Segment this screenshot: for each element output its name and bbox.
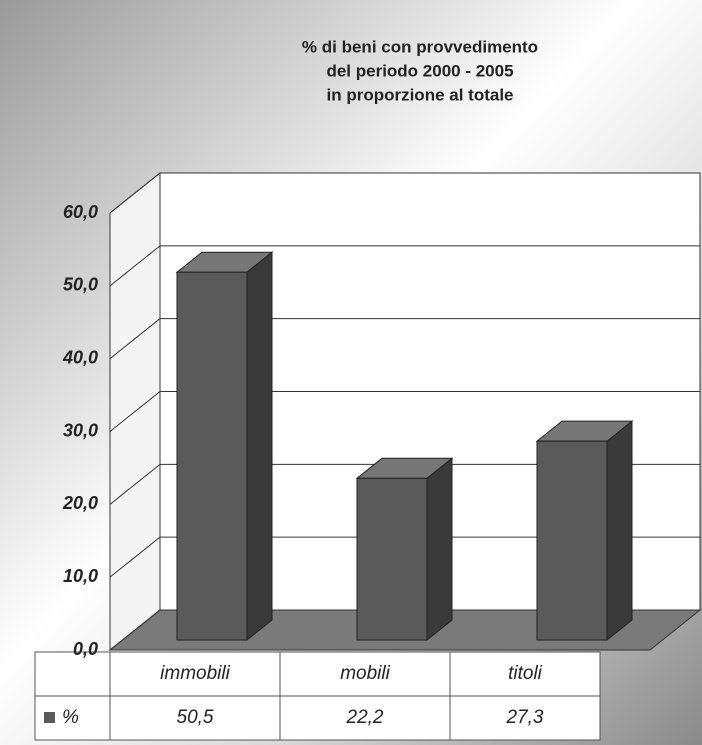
grid-line xyxy=(109,609,700,651)
chart-title: in proporzione al totale xyxy=(326,85,513,104)
bar xyxy=(356,477,428,641)
bar-side xyxy=(606,420,633,642)
x-tick-label: immobili xyxy=(160,663,230,684)
grid-line xyxy=(109,172,700,214)
x-tick-label: mobili xyxy=(340,663,390,684)
bar xyxy=(176,271,248,641)
y-tick-label: 40,0 xyxy=(62,347,98,367)
chart-title: % di beni con provvedimento xyxy=(302,37,538,56)
legend-swatch xyxy=(44,712,55,723)
grid-line xyxy=(109,245,700,287)
grid-line xyxy=(109,318,700,360)
data-label: 50,5 xyxy=(177,707,214,728)
bar-side xyxy=(426,457,453,642)
grid-line xyxy=(109,391,700,432)
bar-side xyxy=(246,251,273,642)
y-tick-label: 30,0 xyxy=(63,420,98,440)
chart-title: del periodo 2000 - 2005 xyxy=(326,61,513,80)
y-tick-label: 0,0 xyxy=(73,639,98,659)
x-tick-label: titoli xyxy=(508,663,543,684)
bar xyxy=(536,440,608,641)
y-tick-label: 60,0 xyxy=(63,202,98,222)
y-tick-label: 20,0 xyxy=(62,493,98,513)
data-label: 27,3 xyxy=(506,707,544,728)
legend-label: % xyxy=(62,707,79,728)
grid-line xyxy=(109,536,700,578)
grid-line xyxy=(109,463,700,505)
y-tick-label: 50,0 xyxy=(63,275,98,295)
y-tick-label: 10,0 xyxy=(63,566,98,586)
data-label: 22,2 xyxy=(346,707,384,728)
